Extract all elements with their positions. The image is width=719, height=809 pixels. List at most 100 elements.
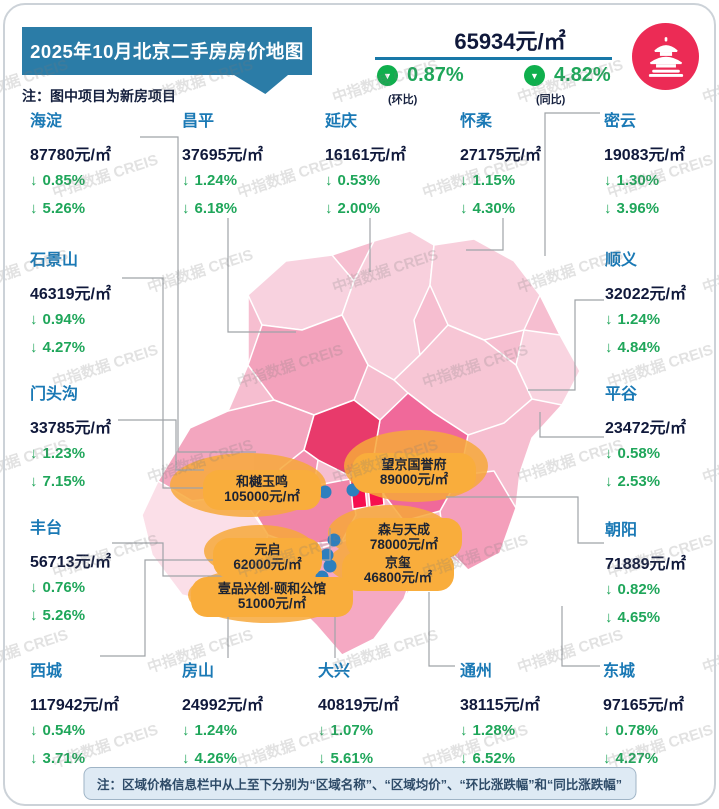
district-name: 大兴 <box>318 663 351 680</box>
district-mom-change: ↓ 1.24% <box>182 172 238 189</box>
district-yoy-change: ↓ 4.27% <box>603 750 659 767</box>
district-yoy-change: ↓ 4.65% <box>605 609 661 626</box>
district-price: 38115元/㎡ <box>460 697 541 714</box>
temple-of-heaven-icon <box>648 36 683 77</box>
down-arrow-icon: ↓ <box>182 722 190 739</box>
yoy-value: 4.82% <box>554 64 611 86</box>
down-arrow-icon: ↓ <box>605 311 613 328</box>
district-block-daxing: 大兴 40819元/㎡ ↓ 1.07% ↓ 5.61% <box>318 663 468 767</box>
down-arrow-icon: ↓ <box>460 750 468 767</box>
district-yoy-change: ↓ 7.15% <box>30 473 86 490</box>
project-callout: 望京国誉府 89000元/㎡ <box>352 453 476 493</box>
down-arrow-icon: ↓ <box>605 473 613 490</box>
project-callout: 和樾玉鸣 105000元/㎡ <box>203 470 321 510</box>
project-price: 105000元/㎡ <box>224 489 300 504</box>
creis-logo <box>632 23 699 90</box>
district-name: 顺义 <box>605 252 638 269</box>
down-triangle-icon: ▼ <box>524 65 545 86</box>
district-name: 密云 <box>604 113 637 130</box>
down-arrow-icon: ↓ <box>605 445 613 462</box>
project-price: 89000元/㎡ <box>379 472 449 487</box>
district-yoy-change: ↓ 3.96% <box>604 200 660 217</box>
down-arrow-icon: ↓ <box>182 200 190 217</box>
district-block-changping: 昌平 37695元/㎡ ↓ 1.24% ↓ 6.18% <box>182 113 332 217</box>
district-name: 海淀 <box>30 113 63 130</box>
project-name: 森与天成 <box>377 522 430 537</box>
district-block-miyun: 密云 19083元/㎡ ↓ 1.30% ↓ 3.96% <box>604 113 719 217</box>
down-arrow-icon: ↓ <box>30 750 38 767</box>
district-mom-change: ↓ 1.24% <box>182 722 238 739</box>
district-name: 通州 <box>460 663 493 680</box>
footer-note: 注：区域价格信息栏中从上至下分别为“区域名称”、“区域均价”、“环比涨跌幅”和“… <box>82 767 637 800</box>
district-block-chaoyang: 朝阳 71889元/㎡ ↓ 0.82% ↓ 4.65% <box>605 522 719 626</box>
project-name: 望京国誉府 <box>381 457 447 472</box>
district-mom-change: ↓ 1.15% <box>460 172 516 189</box>
project-callout: 壹品兴创·颐和公馆 51000元/㎡ <box>191 577 353 617</box>
project-dot <box>318 485 332 499</box>
down-arrow-icon: ↓ <box>605 581 613 598</box>
district-price: 97165元/㎡ <box>603 697 684 714</box>
down-arrow-icon: ↓ <box>30 579 38 596</box>
district-price: 24992元/㎡ <box>182 697 263 714</box>
district-price: 23472元/㎡ <box>605 420 686 437</box>
district-block-dongcheng: 东城 97165元/㎡ ↓ 0.78% ↓ 4.27% <box>603 663 719 767</box>
down-arrow-icon: ↓ <box>325 172 333 189</box>
district-name: 丰台 <box>30 520 63 537</box>
district-block-pinggu: 平谷 23472元/㎡ ↓ 0.58% ↓ 2.53% <box>605 386 719 490</box>
down-arrow-icon: ↓ <box>460 200 468 217</box>
city-average-price: 65934元/㎡ <box>454 29 566 54</box>
down-arrow-icon: ↓ <box>30 722 38 739</box>
district-price: 32022元/㎡ <box>605 286 686 303</box>
district-name: 西城 <box>30 663 63 680</box>
project-dot <box>323 559 337 573</box>
district-block-xicheng: 西城 117942元/㎡ ↓ 0.54% ↓ 3.71% <box>30 663 180 767</box>
district-price: 71889元/㎡ <box>605 556 686 573</box>
district-yoy-change: ↓ 5.26% <box>30 607 86 624</box>
district-mom-change: ↓ 1.23% <box>30 445 86 462</box>
yoy-label: (同比) <box>536 94 566 106</box>
district-block-huairou: 怀柔 27175元/㎡ ↓ 1.15% ↓ 4.30% <box>460 113 610 217</box>
district-yoy-change: ↓ 4.30% <box>460 200 516 217</box>
district-price: 40819元/㎡ <box>318 697 399 714</box>
project-name: 壹品兴创·颐和公馆 <box>217 581 327 596</box>
title-banner: 2025年10月北京二手房房价地图 <box>22 27 312 75</box>
district-yoy-change: ↓ 5.61% <box>318 750 374 767</box>
district-mom-change: ↓ 0.76% <box>30 579 86 596</box>
summary-divider <box>375 57 612 60</box>
district-block-fengtai: 丰台 56713元/㎡ ↓ 0.76% ↓ 5.26% <box>30 520 180 624</box>
district-block-shunyi: 顺义 32022元/㎡ ↓ 1.24% ↓ 4.84% <box>605 252 719 356</box>
district-name: 平谷 <box>605 386 638 403</box>
district-mom-change: ↓ 1.30% <box>604 172 660 189</box>
down-arrow-icon: ↓ <box>603 750 611 767</box>
down-triangle-icon: ▼ <box>377 65 398 86</box>
district-yoy-change: ↓ 2.53% <box>605 473 661 490</box>
district-block-tongzhou: 通州 38115元/㎡ ↓ 1.28% ↓ 6.52% <box>460 663 610 767</box>
district-yoy-change: ↓ 4.26% <box>182 750 238 767</box>
project-price: 78000元/㎡ <box>369 537 439 552</box>
project-name: 京玺 <box>384 555 411 570</box>
down-arrow-icon: ↓ <box>605 339 613 356</box>
down-arrow-icon: ↓ <box>603 722 611 739</box>
district-price: 19083元/㎡ <box>604 147 685 164</box>
mom-value: 0.87% <box>407 64 464 86</box>
district-price: 33785元/㎡ <box>30 420 111 437</box>
district-name: 石景山 <box>30 252 79 269</box>
district-mom-change: ↓ 0.54% <box>30 722 86 739</box>
district-name: 怀柔 <box>460 113 493 130</box>
down-arrow-icon: ↓ <box>604 172 612 189</box>
district-mom-change: ↓ 1.07% <box>318 722 374 739</box>
yoy-stat: ▼ 4.82% <box>524 64 611 87</box>
district-price: 27175元/㎡ <box>460 147 541 164</box>
down-arrow-icon: ↓ <box>30 473 38 490</box>
district-yoy-change: ↓ 4.27% <box>30 339 86 356</box>
district-yoy-change: ↓ 6.52% <box>460 750 516 767</box>
project-name: 和樾玉鸣 <box>235 474 288 489</box>
project-price: 62000元/㎡ <box>233 557 302 572</box>
district-mom-change: ↓ 1.24% <box>605 311 661 328</box>
district-mom-change: ↓ 0.82% <box>605 581 661 598</box>
district-mom-change: ↓ 0.58% <box>605 445 661 462</box>
mom-stat: ▼ 0.87% <box>377 64 464 87</box>
district-price: 46319元/㎡ <box>30 286 111 303</box>
district-mom-change: ↓ 0.85% <box>30 172 86 189</box>
